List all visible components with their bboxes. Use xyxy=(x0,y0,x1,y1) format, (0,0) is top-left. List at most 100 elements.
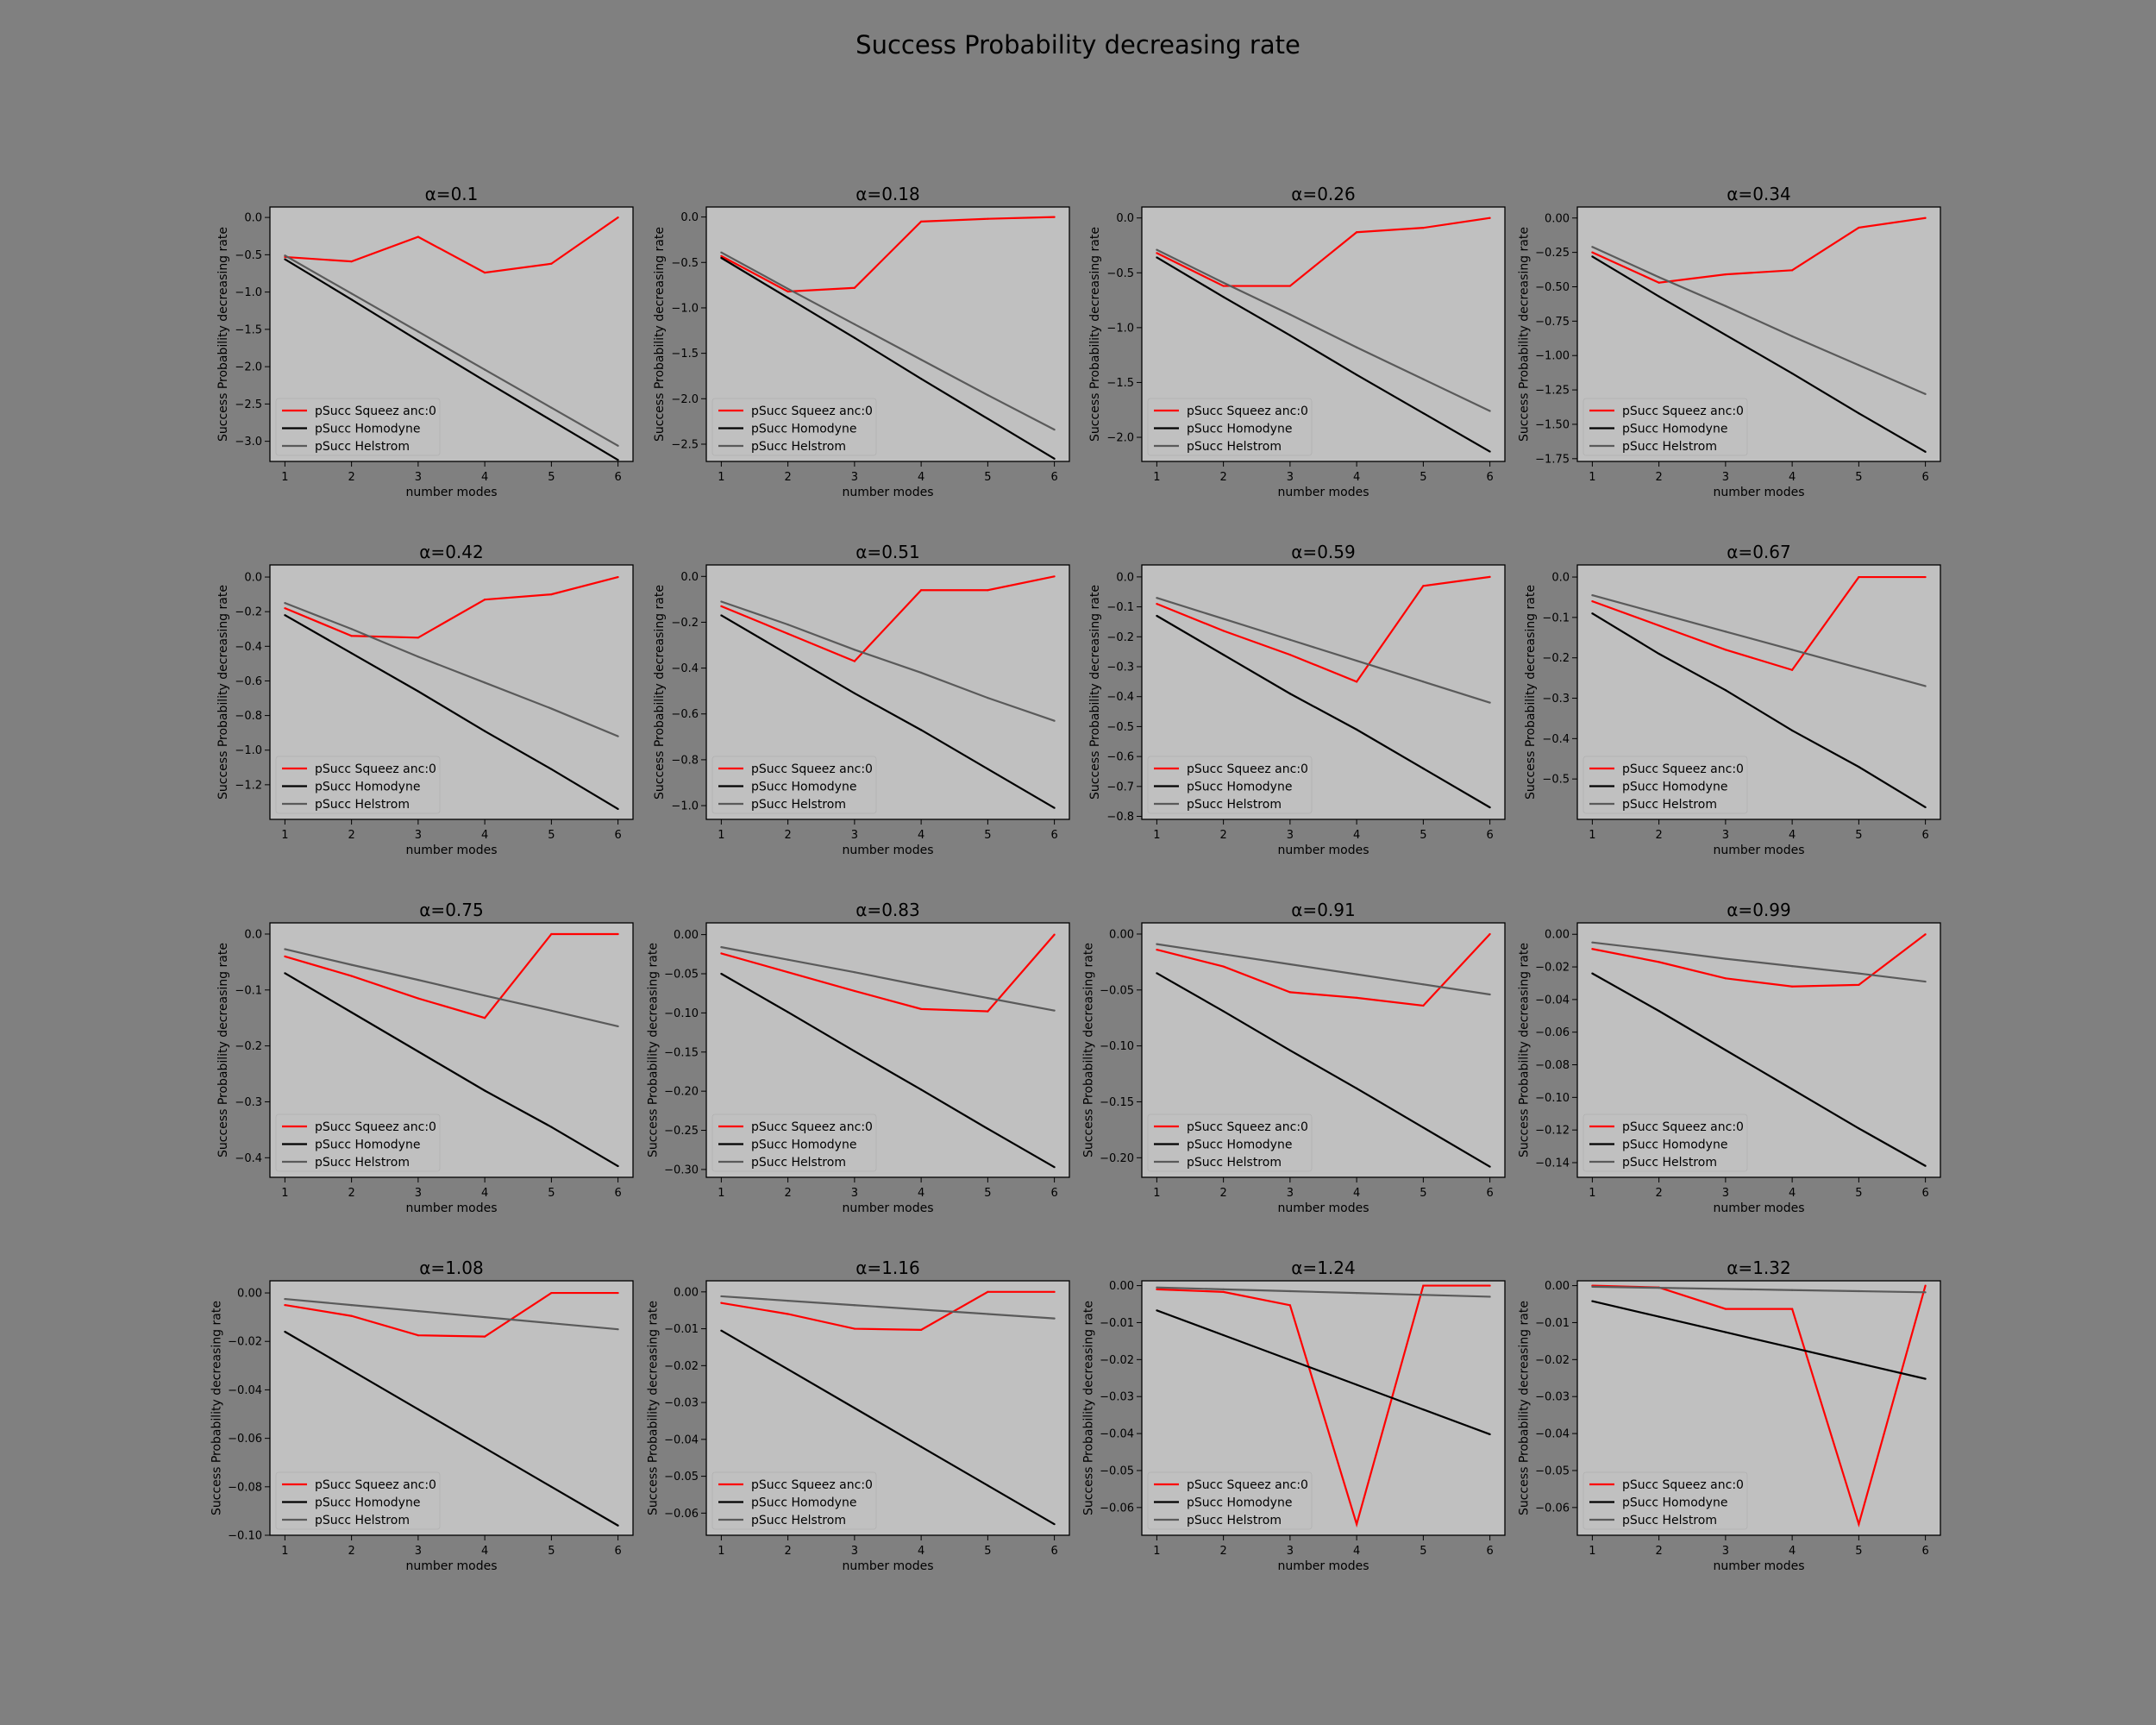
data-point xyxy=(1288,1304,1291,1307)
series-line-1 xyxy=(1592,575,1926,672)
data-point xyxy=(1791,269,1794,272)
data-point xyxy=(1356,1292,1358,1295)
legend-label: pSucc Squeez anc:0 xyxy=(1187,1478,1308,1492)
y-tick-label: −0.01 xyxy=(1100,1317,1134,1330)
data-point xyxy=(1489,1284,1491,1287)
y-tick-label: −1.75 xyxy=(1535,453,1570,466)
data-point xyxy=(1288,638,1291,641)
legend-label: pSucc Homodyne xyxy=(751,1496,856,1510)
legend-box xyxy=(275,756,441,814)
data-point xyxy=(1053,216,1056,218)
data-point xyxy=(1724,334,1727,336)
y-tick-label: −1.5 xyxy=(1106,377,1134,390)
y-tick-label: −0.3 xyxy=(1106,662,1134,674)
legend: pSucc Squeez anc:0 pSucc Homodyne pSucc He… xyxy=(275,398,441,456)
series-line-2 xyxy=(1156,972,1491,1168)
data-point xyxy=(1222,285,1225,287)
data-point xyxy=(1053,1290,1056,1293)
data-point xyxy=(720,946,723,949)
data-point xyxy=(1156,248,1158,251)
y-tick-label: −0.05 xyxy=(664,969,699,982)
data-point xyxy=(787,290,789,293)
x-tick-label: 1 xyxy=(1589,1187,1595,1200)
data-point xyxy=(350,1369,353,1372)
subplot-title: α=0.26 xyxy=(1291,184,1355,204)
data-point xyxy=(1222,1288,1225,1290)
data-point xyxy=(853,1304,856,1307)
legend-label: pSucc Homodyne xyxy=(1622,1138,1727,1152)
y-tick-label: −0.04 xyxy=(228,1384,262,1397)
data-point xyxy=(1591,972,1594,975)
data-point xyxy=(284,955,286,957)
data-point xyxy=(617,1025,619,1028)
y-tick-label: −0.02 xyxy=(1535,962,1570,975)
x-tick-label: 5 xyxy=(1420,829,1426,842)
data-point xyxy=(350,635,353,637)
data-point xyxy=(853,971,856,974)
y-tick-label: −1.0 xyxy=(1106,322,1134,335)
series-line-1 xyxy=(721,933,1056,1013)
x-tick-label: 5 xyxy=(984,471,991,484)
data-point xyxy=(1356,1523,1358,1526)
x-tick-label: 6 xyxy=(1486,471,1493,484)
data-point xyxy=(987,417,989,420)
y-tick-label: 0.00 xyxy=(1545,212,1570,225)
legend-label: pSucc Helstrom xyxy=(315,1156,410,1170)
x-tick-label: 3 xyxy=(1722,471,1729,484)
data-point xyxy=(1724,977,1727,980)
data-point xyxy=(853,660,856,662)
series-line-2 xyxy=(1156,615,1491,809)
legend: pSucc Squeez anc:0 pSucc Homodyne pSucc He… xyxy=(1583,1471,1748,1530)
series-line-3 xyxy=(721,600,1055,722)
data-point xyxy=(1288,693,1291,695)
x-tick-label: 4 xyxy=(481,1545,488,1558)
legend-label: pSucc Helstrom xyxy=(315,440,410,454)
y-tick-label: −0.05 xyxy=(1100,984,1134,997)
data-point xyxy=(284,254,286,257)
y-tick-label: −0.4 xyxy=(235,1152,262,1165)
y-tick-label: −1.50 xyxy=(1535,418,1570,431)
y-tick-label: −0.2 xyxy=(671,617,699,630)
legend-box xyxy=(1583,1113,1748,1172)
data-point xyxy=(284,607,286,610)
x-tick-label: 4 xyxy=(918,471,924,484)
x-axis-label: number modes xyxy=(1713,1201,1804,1215)
data-point xyxy=(484,1335,486,1338)
data-point xyxy=(1288,991,1291,994)
data-point xyxy=(1356,681,1358,683)
data-point xyxy=(1222,618,1225,620)
data-point xyxy=(1053,806,1056,809)
data-point xyxy=(550,1009,553,1012)
data-point xyxy=(787,958,789,961)
series-line-3 xyxy=(1156,248,1491,412)
data-point xyxy=(1791,729,1794,732)
series-line-2 xyxy=(720,614,1056,809)
x-tick-label: 4 xyxy=(481,471,488,484)
data-point xyxy=(484,368,486,371)
data-point xyxy=(1288,654,1291,656)
subplot-1: 1 2 3 4 5 6 0.0 −0.5 −1.0 −1.5 −2.0 −2.5 −3.0 α=0.1 nu… xyxy=(216,184,634,499)
data-point xyxy=(1156,1309,1158,1312)
data-point xyxy=(1658,295,1660,298)
y-tick-label: −0.4 xyxy=(235,641,262,654)
x-tick-label: 5 xyxy=(1420,471,1426,484)
series-line-3 xyxy=(1592,941,1926,983)
y-tick-label: −0.2 xyxy=(235,1040,262,1053)
y-tick-label: −2.0 xyxy=(235,361,262,374)
data-point xyxy=(350,652,353,655)
data-point xyxy=(1591,246,1594,248)
data-point xyxy=(1724,304,1727,307)
data-point xyxy=(720,952,723,955)
data-point xyxy=(787,1368,789,1371)
y-tick-label: −0.30 xyxy=(664,1164,699,1176)
data-point xyxy=(484,1446,486,1449)
x-tick-label: 2 xyxy=(1219,1187,1226,1200)
data-point xyxy=(1053,429,1056,431)
y-axis-label: Success Probability decreasing rate xyxy=(1082,943,1096,1157)
series-line-1 xyxy=(285,216,619,274)
data-point xyxy=(853,323,856,326)
x-tick-label: 1 xyxy=(718,829,724,842)
y-axis-label: Success Probability decreasing rate xyxy=(647,943,661,1157)
data-point xyxy=(1858,972,1860,975)
data-point xyxy=(484,380,486,382)
